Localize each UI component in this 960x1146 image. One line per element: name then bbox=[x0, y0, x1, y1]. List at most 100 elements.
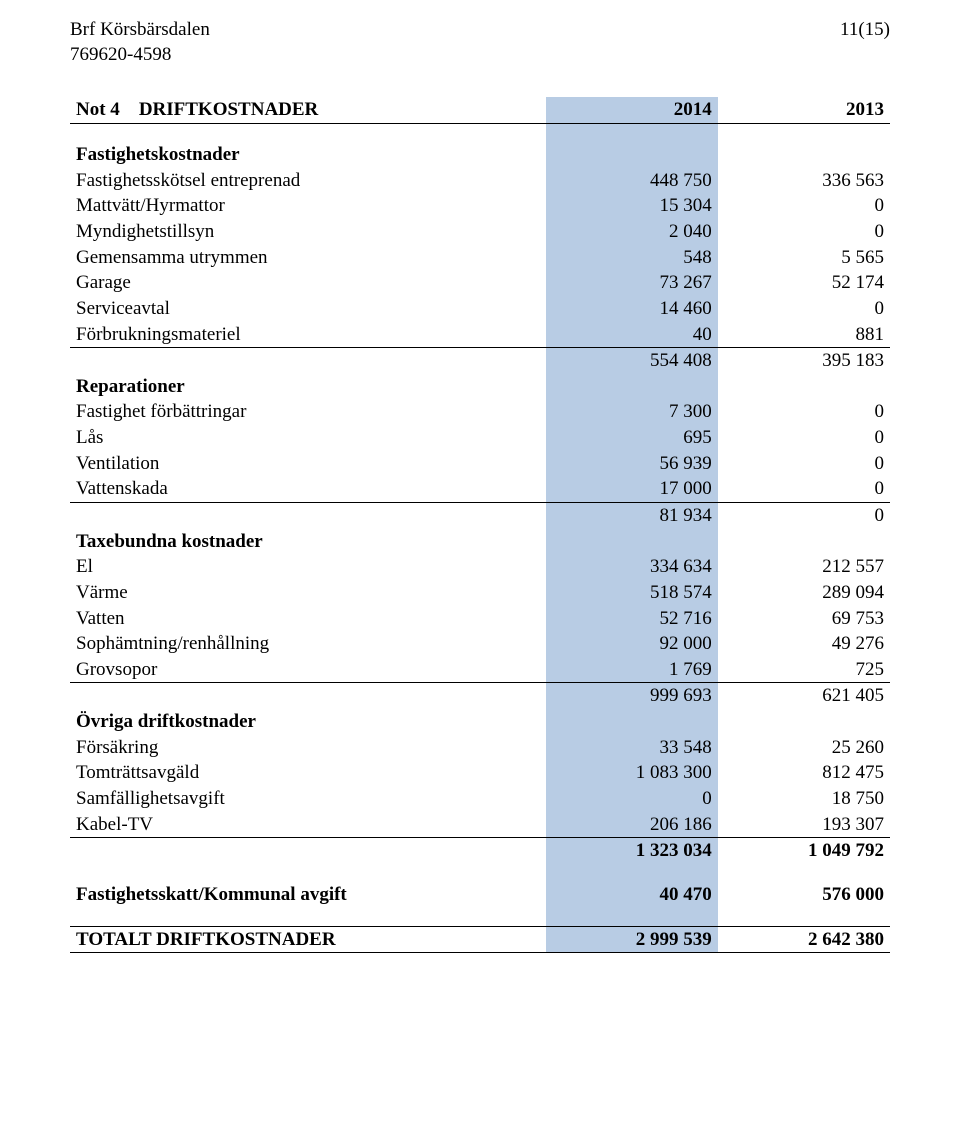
subtotal-row: 999 693621 405 bbox=[70, 683, 890, 709]
section-heading-row: Reparationer bbox=[70, 374, 890, 400]
total-y1: 2 999 539 bbox=[546, 926, 718, 953]
col-year-1: 2014 bbox=[546, 97, 718, 123]
row-y2: 18 750 bbox=[718, 786, 890, 812]
row-y1: 52 716 bbox=[546, 606, 718, 632]
row-y1: 695 bbox=[546, 425, 718, 451]
data-row: Mattvätt/Hyrmattor15 3040 bbox=[70, 193, 890, 219]
subtotal-y2: 621 405 bbox=[718, 683, 890, 709]
row-label: Fastighetsskötsel entreprenad bbox=[70, 168, 546, 194]
subtotal-row: 81 9340 bbox=[70, 502, 890, 528]
subtotal-y1: 81 934 bbox=[546, 502, 718, 528]
data-row: Sophämtning/renhållning92 00049 276 bbox=[70, 631, 890, 657]
page-header: Brf Körsbärsdalen 769620-4598 11(15) bbox=[70, 18, 890, 67]
row-y2: 5 565 bbox=[718, 245, 890, 271]
row-y1: 2 040 bbox=[546, 219, 718, 245]
row-y1: 548 bbox=[546, 245, 718, 271]
row-label: El bbox=[70, 554, 546, 580]
row-y1: 15 304 bbox=[546, 193, 718, 219]
row-y2: 725 bbox=[718, 657, 890, 683]
row-label: Grovsopor bbox=[70, 657, 546, 683]
total-row: TOTALT DRIFTKOSTNADER 2 999 539 2 642 38… bbox=[70, 926, 890, 953]
subtotal-y2: 0 bbox=[718, 502, 890, 528]
row-label: Mattvätt/Hyrmattor bbox=[70, 193, 546, 219]
subtotal-y1: 554 408 bbox=[546, 348, 718, 374]
row-y2: 0 bbox=[718, 219, 890, 245]
subtotal-row: 554 408395 183 bbox=[70, 348, 890, 374]
col-year-2: 2013 bbox=[718, 97, 890, 123]
row-y2: 49 276 bbox=[718, 631, 890, 657]
total-y2: 2 642 380 bbox=[718, 926, 890, 953]
data-row: Tomträttsavgäld1 083 300812 475 bbox=[70, 760, 890, 786]
section-heading-row: Taxebundna kostnader bbox=[70, 529, 890, 555]
data-row: Garage73 26752 174 bbox=[70, 270, 890, 296]
data-row: El334 634212 557 bbox=[70, 554, 890, 580]
row-y2: 69 753 bbox=[718, 606, 890, 632]
row-y1: 14 460 bbox=[546, 296, 718, 322]
row-y1: 73 267 bbox=[546, 270, 718, 296]
section-heading: Taxebundna kostnader bbox=[70, 529, 546, 555]
row-label: Lås bbox=[70, 425, 546, 451]
row-label: Samfällighetsavgift bbox=[70, 786, 546, 812]
tax-y2: 576 000 bbox=[718, 882, 890, 908]
row-y2: 812 475 bbox=[718, 760, 890, 786]
header-left: Brf Körsbärsdalen 769620-4598 bbox=[70, 18, 210, 67]
row-label: Serviceavtal bbox=[70, 296, 546, 322]
org-name: Brf Körsbärsdalen bbox=[70, 18, 210, 43]
row-y2: 52 174 bbox=[718, 270, 890, 296]
row-y1: 17 000 bbox=[546, 476, 718, 502]
row-y2: 193 307 bbox=[718, 812, 890, 838]
row-y1: 92 000 bbox=[546, 631, 718, 657]
subtotal-y1: 1 323 034 bbox=[546, 838, 718, 864]
row-y2: 881 bbox=[718, 322, 890, 348]
driftkostnader-table: Not 4 DRIFTKOSTNADER 2014 2013 Fastighet… bbox=[70, 97, 890, 953]
data-row: Samfällighetsavgift018 750 bbox=[70, 786, 890, 812]
row-y2: 0 bbox=[718, 451, 890, 477]
data-row: Myndighetstillsyn2 0400 bbox=[70, 219, 890, 245]
row-y1: 7 300 bbox=[546, 399, 718, 425]
subtotal-y2: 395 183 bbox=[718, 348, 890, 374]
row-y1: 1 769 bbox=[546, 657, 718, 683]
row-label: Ventilation bbox=[70, 451, 546, 477]
org-number: 769620-4598 bbox=[70, 43, 210, 68]
subtotal-y2: 1 049 792 bbox=[718, 838, 890, 864]
row-y2: 0 bbox=[718, 193, 890, 219]
row-label: Gemensamma utrymmen bbox=[70, 245, 546, 271]
section-heading-row: Övriga driftkostnader bbox=[70, 709, 890, 735]
data-row: Gemensamma utrymmen5485 565 bbox=[70, 245, 890, 271]
data-row: Förbrukningsmateriel40881 bbox=[70, 322, 890, 348]
section-heading: Reparationer bbox=[70, 374, 546, 400]
data-row: Grovsopor1 769725 bbox=[70, 657, 890, 683]
row-y1: 33 548 bbox=[546, 735, 718, 761]
row-y1: 518 574 bbox=[546, 580, 718, 606]
row-label: Sophämtning/renhållning bbox=[70, 631, 546, 657]
row-y1: 1 083 300 bbox=[546, 760, 718, 786]
total-label: TOTALT DRIFTKOSTNADER bbox=[70, 926, 546, 953]
tax-label: Fastighetsskatt/Kommunal avgift bbox=[70, 882, 546, 908]
data-row: Lås6950 bbox=[70, 425, 890, 451]
subtotal-row: 1 323 0341 049 792 bbox=[70, 838, 890, 864]
page: Brf Körsbärsdalen 769620-4598 11(15) Not… bbox=[0, 0, 960, 1146]
row-label: Vattenskada bbox=[70, 476, 546, 502]
data-row: Ventilation56 9390 bbox=[70, 451, 890, 477]
subtotal-y1: 999 693 bbox=[546, 683, 718, 709]
row-label: Försäkring bbox=[70, 735, 546, 761]
row-y2: 289 094 bbox=[718, 580, 890, 606]
row-y1: 40 bbox=[546, 322, 718, 348]
page-number: 11(15) bbox=[840, 18, 890, 67]
row-y2: 0 bbox=[718, 296, 890, 322]
row-label: Kabel-TV bbox=[70, 812, 546, 838]
table-title-row: Not 4 DRIFTKOSTNADER 2014 2013 bbox=[70, 97, 890, 123]
row-y1: 0 bbox=[546, 786, 718, 812]
section-heading: Övriga driftkostnader bbox=[70, 709, 546, 735]
row-y1: 56 939 bbox=[546, 451, 718, 477]
section-heading-row: Fastighetskostnader bbox=[70, 142, 890, 168]
data-row: Fastighetsskötsel entreprenad448 750336 … bbox=[70, 168, 890, 194]
row-label: Fastighet förbättringar bbox=[70, 399, 546, 425]
note-id: Not 4 bbox=[76, 99, 120, 120]
spacer bbox=[70, 124, 890, 143]
row-y1: 448 750 bbox=[546, 168, 718, 194]
row-y2: 0 bbox=[718, 476, 890, 502]
row-y2: 0 bbox=[718, 425, 890, 451]
row-label: Myndighetstillsyn bbox=[70, 219, 546, 245]
data-row: Vattenskada17 0000 bbox=[70, 476, 890, 502]
